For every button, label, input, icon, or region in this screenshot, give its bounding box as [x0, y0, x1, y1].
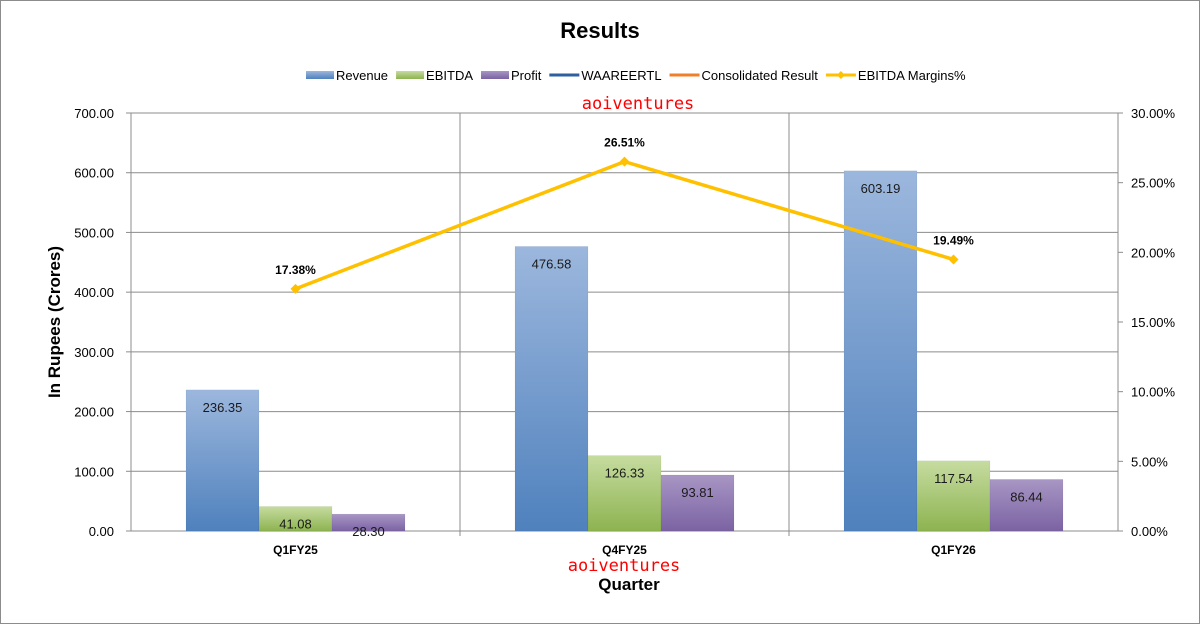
margin-point — [619, 156, 630, 167]
y-tick-label: 400.00 — [74, 285, 114, 300]
y-axis-label: In Rupees (Crores) — [45, 246, 64, 398]
y-tick-label: 700.00 — [74, 106, 114, 121]
legend-swatch — [481, 71, 510, 79]
y2-tick-label: 20.00% — [1131, 245, 1176, 260]
bar-revenue — [843, 170, 918, 532]
x-tick-label: Q4FY25 — [602, 543, 647, 557]
margin-point — [948, 254, 959, 265]
x-axis-ticks: Q1FY25 Q4FY25 Q1FY26 — [273, 543, 976, 557]
legend-item: Revenue — [306, 68, 388, 83]
bar-profit — [989, 479, 1064, 532]
bar-revenue — [185, 389, 260, 532]
bar-data-label: 86.44 — [1010, 489, 1043, 504]
y-tick-label: 600.00 — [74, 166, 114, 181]
bar-data-label: 476.58 — [532, 256, 572, 271]
legend-swatch — [396, 71, 425, 79]
legend-label: EBITDA Margins% — [858, 68, 966, 83]
y-tick-label: 100.00 — [74, 464, 114, 479]
legend-item: EBITDA Margins% — [825, 68, 966, 83]
legend-item: EBITDA — [396, 68, 473, 83]
legend: Revenue EBITDA Profit WAAREERTL Consolidated… — [306, 68, 966, 83]
bar-data-label: 117.54 — [934, 471, 973, 486]
bars: 236.35 476.58 603.19 41.08 126.33 117.54 28.30… — [185, 170, 1064, 539]
y2-tick-label: 10.00% — [1131, 385, 1176, 400]
legend-marker — [836, 71, 845, 79]
margin-data-label: 19.49% — [933, 233, 974, 247]
y2-axis-ticks: 0.00% 5.00% 10.00% 15.00% 20.00% 25.00% 30.00% — [1118, 106, 1176, 539]
y2-tick-label: 25.00% — [1131, 176, 1176, 191]
bar-data-label: 603.19 — [861, 181, 901, 196]
y2-tick-label: 0.00% — [1131, 524, 1168, 539]
y2-tick-label: 15.00% — [1131, 315, 1176, 330]
legend-label: Consolidated Result — [702, 68, 819, 83]
legend-label: Revenue — [336, 68, 388, 83]
bar-profit — [331, 513, 406, 532]
y2-tick-label: 30.00% — [1131, 106, 1176, 121]
bar-data-label: 41.08 — [279, 516, 312, 531]
legend-swatch — [306, 71, 334, 79]
watermark-bottom: aoiventures — [568, 556, 681, 576]
x-tick-label: Q1FY25 — [273, 543, 318, 557]
y2-tick-label: 5.00% — [1131, 454, 1168, 469]
watermark-top: aoiventures — [582, 94, 695, 114]
legend-label: Profit — [511, 68, 542, 83]
y-tick-label: 200.00 — [74, 405, 114, 420]
bar-revenue — [514, 246, 589, 532]
margin-data-label: 17.38% — [275, 263, 316, 277]
chart-title: Results — [560, 18, 639, 43]
y-tick-label: 500.00 — [74, 225, 114, 240]
x-axis-label: Quarter — [598, 575, 660, 594]
legend-label: EBITDA — [426, 68, 473, 83]
y-tick-label: 0.00 — [89, 524, 114, 539]
x-tick-label: Q1FY26 — [931, 543, 976, 557]
margin-line: 17.38% 26.51% 19.49% — [275, 136, 974, 294]
bar-data-label: 236.35 — [203, 400, 243, 415]
bar-profit — [660, 474, 735, 532]
y-axis-ticks: 0.00 100.00 200.00 300.00 400.00 500.00 600.00… — [74, 106, 131, 539]
bar-data-label: 93.81 — [681, 485, 714, 500]
legend-item: Profit — [481, 68, 542, 83]
margin-data-label: 26.51% — [604, 136, 645, 150]
plot-area: 236.35 476.58 603.19 41.08 126.33 117.54 28.30… — [130, 112, 1119, 539]
legend-item: WAAREERTL — [549, 68, 662, 83]
margin-point — [290, 283, 301, 294]
y-tick-label: 300.00 — [74, 345, 114, 360]
legend-item: Consolidated Result — [669, 68, 819, 83]
bar-data-label: 126.33 — [605, 466, 645, 481]
bar-data-label: 28.30 — [352, 524, 385, 539]
legend-label: WAAREERTL — [581, 68, 661, 83]
